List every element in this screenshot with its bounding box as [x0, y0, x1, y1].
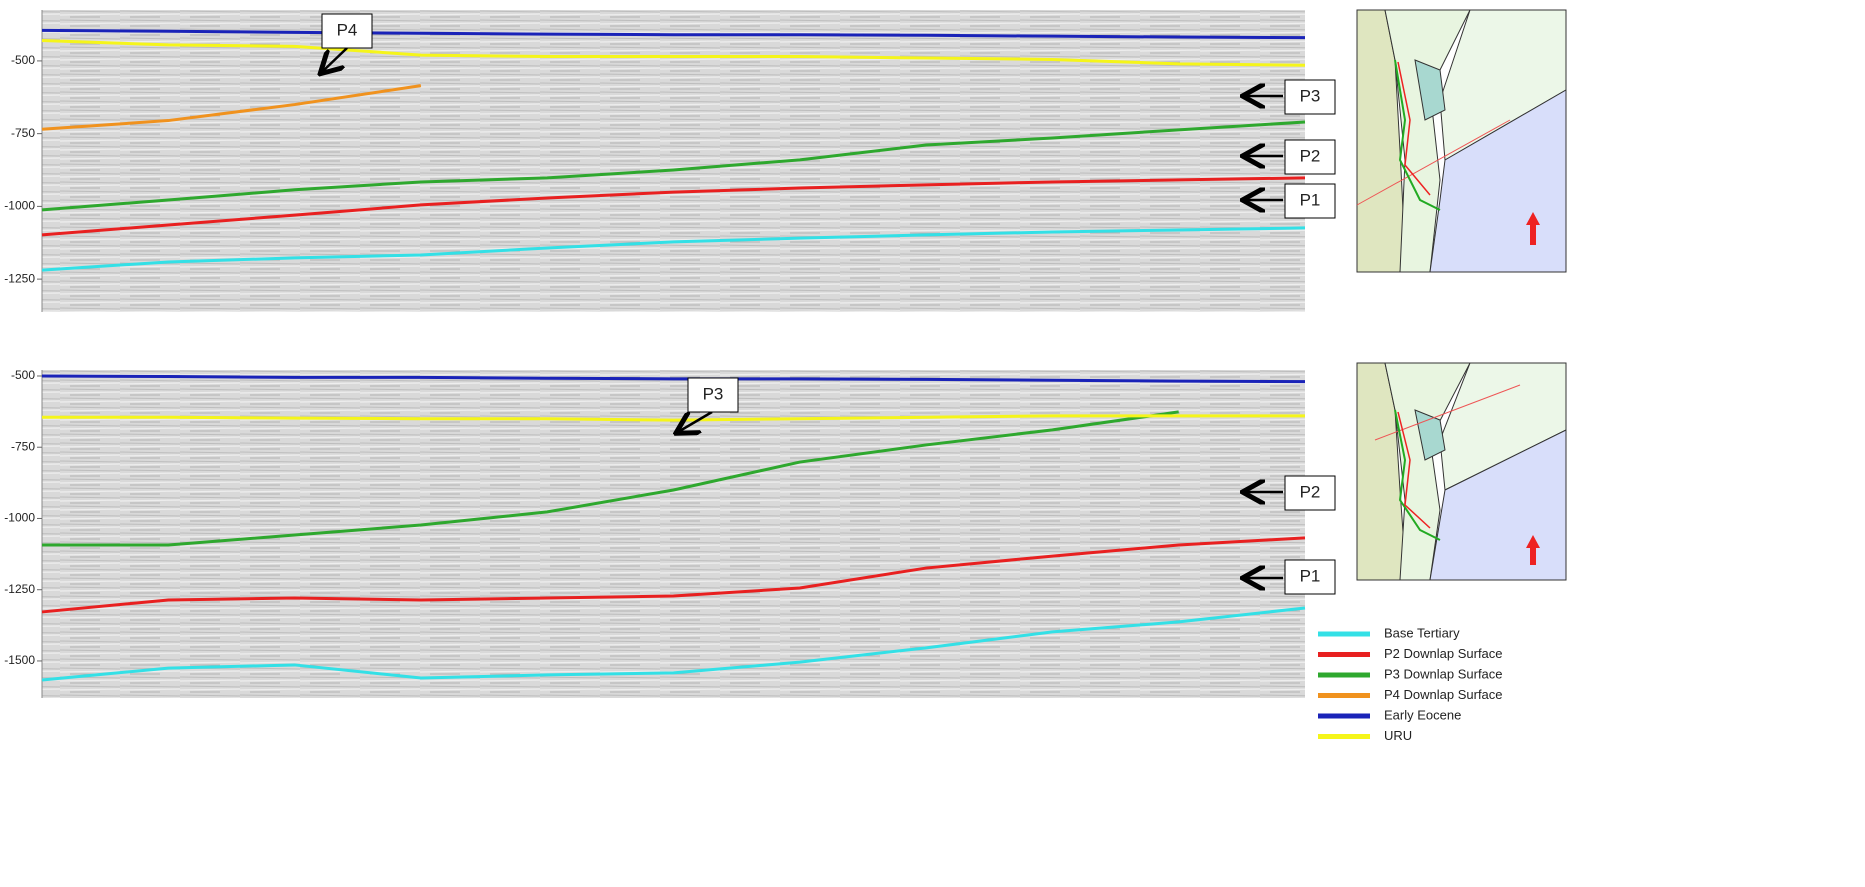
- legend-label: P3 Downlap Surface: [1384, 666, 1503, 681]
- legend-label: URU: [1384, 728, 1412, 743]
- annotation-label: P1: [1300, 566, 1321, 585]
- map-inset: [1357, 10, 1566, 272]
- legend-label: P2 Downlap Surface: [1384, 646, 1503, 661]
- annotation-label: P1: [1300, 190, 1321, 209]
- y-tick-label: -500: [11, 368, 35, 382]
- y-tick-label: -750: [11, 439, 35, 453]
- legend-label: Base Tertiary: [1384, 625, 1460, 640]
- y-tick-label: -500: [11, 53, 35, 67]
- y-tick-label: -1000: [4, 199, 35, 213]
- annotation-label: P2: [1300, 482, 1321, 501]
- legend-label: P4 Downlap Surface: [1384, 687, 1503, 702]
- annotation-label: P3: [703, 384, 724, 403]
- y-tick-label: -1500: [4, 653, 35, 667]
- figure: -500 -750 -1000 -1250 P4 P3 P2 P1 -500 -750 -1000 -…: [0, 0, 1865, 887]
- annotation-label: P4: [337, 20, 358, 39]
- annotation-label: P3: [1300, 86, 1321, 105]
- y-tick-label: -1250: [4, 582, 35, 596]
- legend-label: Early Eocene: [1384, 707, 1461, 722]
- y-tick-label: -1250: [4, 271, 35, 285]
- y-tick-label: -750: [11, 126, 35, 140]
- y-tick-label: -1000: [4, 511, 35, 525]
- annotation-label: P2: [1300, 146, 1321, 165]
- map-inset: [1357, 363, 1566, 580]
